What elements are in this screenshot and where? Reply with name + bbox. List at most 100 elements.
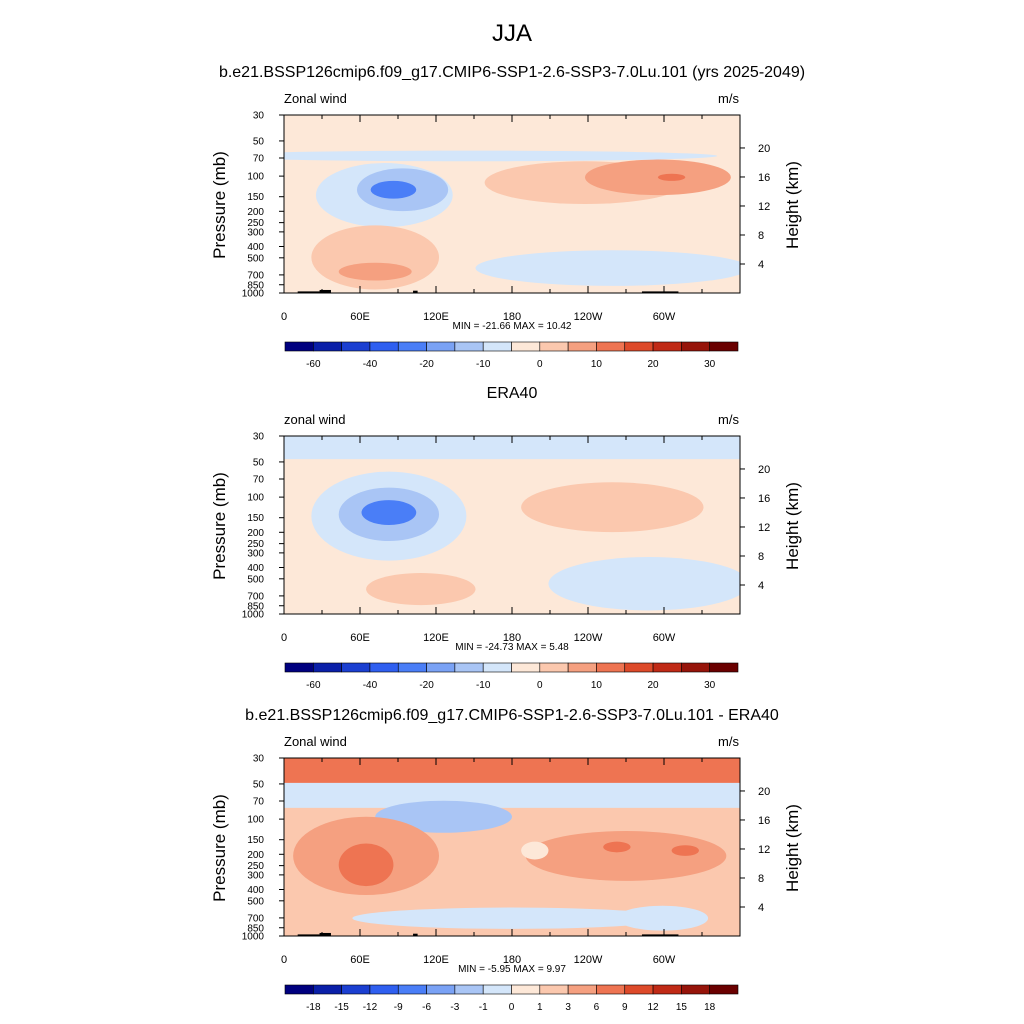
panel-2-colorbar-label-7: 30 [704, 680, 716, 691]
panel-3-colorbar-box-8 [511, 984, 541, 995]
panel-1-y2tick-label-8: 8 [758, 230, 764, 242]
panel-3-y2tick-label-12: 12 [758, 844, 770, 856]
panel-3-colorbar-box-2 [341, 984, 371, 995]
panel-2-ytick-label-500: 500 [247, 574, 264, 585]
panel-3-colorbar-box-13 [652, 984, 682, 995]
panel-3-topography-3 [413, 933, 418, 936]
panel-1-xtick-label-5: 60W [653, 311, 676, 323]
panel-3-ytick-label-200: 200 [247, 850, 264, 861]
panel-3-ytick-label-300: 300 [247, 870, 264, 881]
panel-2-xtick-label-5: 60W [653, 632, 676, 644]
panel-3-colorbar-label-6: -1 [479, 1002, 488, 1013]
panel-1-xtick-label-2: 120E [423, 311, 449, 323]
panel-2-colorbar-box-2 [341, 662, 371, 673]
panel-3-y2tick-label-20: 20 [758, 786, 770, 798]
panel-2-title: ERA40 [486, 385, 538, 402]
panel-1-topography-4 [641, 291, 679, 293]
panel-3-y2tick-label-4: 4 [758, 902, 764, 914]
panel-1-colorbar-label-7: 30 [704, 359, 716, 370]
panel-2-colorbar-label-6: 20 [648, 680, 660, 691]
panel-3-ytick-label-70: 70 [253, 797, 265, 808]
panel-1-y2tick-label-20: 20 [758, 143, 770, 155]
panel-2-colorbar-box-0 [284, 662, 314, 673]
panel-3-colorbar-label-9: 3 [565, 1002, 571, 1013]
panel-1-colorbar-box-13 [652, 341, 682, 352]
panel-3-colorbar-label-8: 1 [537, 1002, 543, 1013]
panel-3-ytick-label-500: 500 [247, 896, 264, 907]
panel-2-colorbar-box-5 [426, 662, 456, 673]
panel-2-ytick-label-30: 30 [253, 432, 265, 443]
panel-2-ytick-label-150: 150 [247, 513, 264, 524]
panel-3-topography-1 [297, 934, 330, 936]
panel-1-colorbar-box-1 [313, 341, 342, 352]
panel-2-ytick-label-850: 850 [247, 601, 264, 612]
panel-1-ytick-label-700: 700 [247, 270, 264, 281]
panel-3-ytick-label-150: 150 [247, 835, 264, 846]
panel-3-colorbar-label-11: 9 [622, 1002, 628, 1013]
panel-1-ytick-label-100: 100 [247, 172, 264, 183]
panel-1-colorbar-box-12 [624, 341, 654, 352]
panel-1-contour-field [284, 115, 740, 293]
panel-2-y2tick-label-12: 12 [758, 522, 770, 534]
panel-3-colorbar-label-0: -18 [306, 1002, 321, 1013]
panel-3-colorbar-label-5: -3 [450, 1002, 459, 1013]
panel-3-topography-2 [319, 932, 331, 936]
panel-2-xtick-label-0: 0 [281, 632, 287, 644]
panel-2-colorbar-box-14 [681, 662, 710, 673]
panel-1-colorbar-box-3 [369, 341, 399, 352]
panel-1-colorbar-label-4: 0 [537, 359, 543, 370]
panel-3-colorbar-box-1 [313, 984, 342, 995]
panel-1-colorbar-box-14 [681, 341, 710, 352]
panel-2-y2tick-label-20: 20 [758, 464, 770, 476]
panel-2-colorbar-box-8 [511, 662, 541, 673]
panel-1-colorbar-label-1: -40 [363, 359, 378, 370]
panel-1-xtick-label-3: 180 [503, 311, 521, 323]
panel-3-colorbar-box-0 [284, 984, 314, 995]
panel-2-colorbar-box-9 [539, 662, 569, 673]
panel-2-colorbar-box-1 [313, 662, 342, 673]
panel-1-colorbar-label-2: -20 [419, 359, 434, 370]
panel-3-colorbar-label-2: -12 [363, 1002, 378, 1013]
panel-3-xtick-label-0: 0 [281, 954, 287, 966]
panel-3-colorbar-box-11 [596, 984, 626, 995]
panel-3-colorbar-label-10: 6 [594, 1002, 600, 1013]
panel-1-ytick-label-50: 50 [253, 136, 265, 147]
panel-3-colorbar-box-7 [482, 984, 512, 995]
panel-3-ytick-label-250: 250 [247, 861, 264, 872]
panel-2-colorbar-box-4 [397, 662, 427, 673]
panel-1-ytick-label-150: 150 [247, 192, 264, 203]
panel-1-title: b.e21.BSSP126cmip6.f09_g17.CMIP6-SSP1-2.… [218, 64, 806, 81]
panel-2-variable-label: zonal wind [284, 412, 346, 427]
panel-3-colorbar-label-7: 0 [509, 1002, 515, 1013]
panel-3-topography-4 [641, 934, 679, 936]
panel-3-colorbar-label-3: -9 [394, 1002, 403, 1013]
panel-2-ytick-label-1000: 1000 [242, 610, 265, 621]
panel-1-variable-label: Zonal wind [284, 91, 347, 106]
panel-1-ytick-label-250: 250 [247, 218, 264, 229]
panel-1-ytick-label-1000: 1000 [242, 289, 265, 300]
panel-2-colorbar-box-10 [567, 662, 597, 673]
panel-1-xtick-label-4: 120W [574, 311, 603, 323]
panel-2-contour-field [284, 436, 740, 614]
panel-1-y2tick-label-4: 4 [758, 259, 764, 271]
panel-3-ytick-label-850: 850 [247, 923, 264, 934]
panel-3-colorbar-box-3 [369, 984, 399, 995]
panel-2-xtick-label-2: 120E [423, 632, 449, 644]
panel-1-ytick-label-500: 500 [247, 253, 264, 264]
panel-2-colorbar-label-2: -20 [419, 680, 434, 691]
panel-2-ytick-label-200: 200 [247, 528, 264, 539]
panel-3-units-label: m/s [718, 734, 739, 749]
panel-3-xtick-label-3: 180 [503, 954, 521, 966]
panel-3-xtick-label-1: 60E [350, 954, 370, 966]
panel-1-colorbar-label-3: -10 [476, 359, 491, 370]
panel-2-colorbar-label-5: 10 [591, 680, 603, 691]
panel-2-colorbar-label-4: 0 [537, 680, 543, 691]
panel-1-colorbar-box-9 [539, 341, 569, 352]
panel-3-ytick-label-1000: 1000 [242, 932, 265, 943]
panel-1-colorbar-box-6 [454, 341, 484, 352]
panel-3-contour-field [284, 758, 740, 936]
panel-1-colorbar-box-0 [284, 341, 314, 352]
panel-2-colorbar-box-12 [624, 662, 654, 673]
panel-1-colorbar-box-15 [709, 341, 739, 352]
